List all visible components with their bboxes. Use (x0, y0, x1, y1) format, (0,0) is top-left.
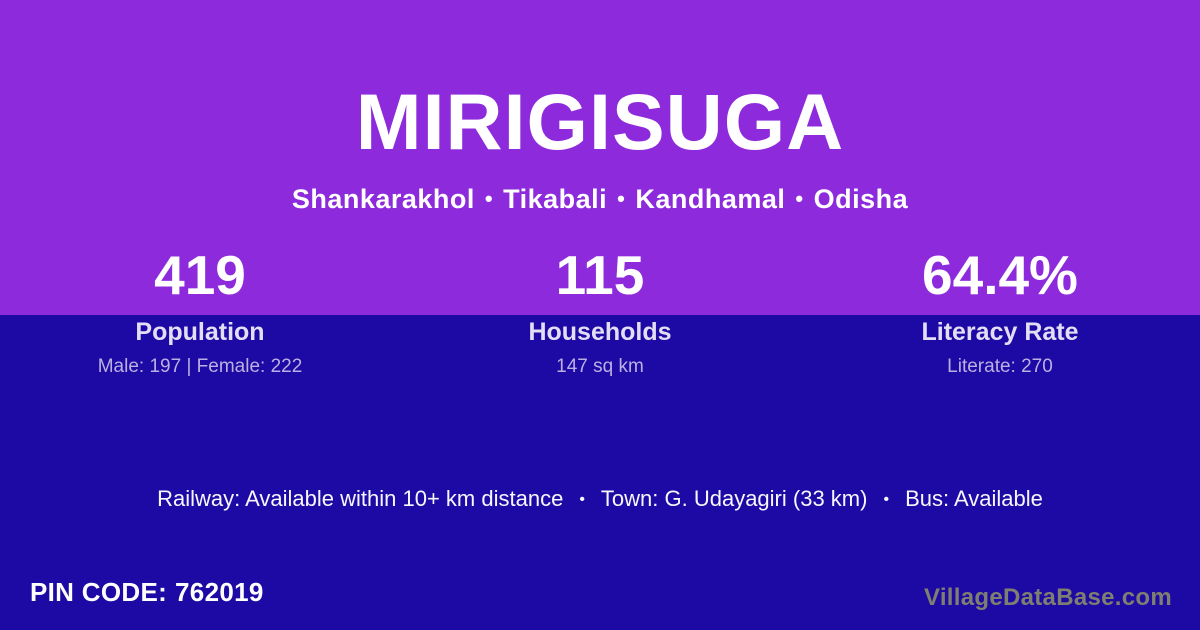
literacy-value: 64.4% (922, 244, 1078, 306)
stat-population: 419 Population Male: 197 | Female: 222 (0, 243, 400, 378)
stat-literacy: 64.4% Literacy Rate Literate: 270 (800, 243, 1200, 378)
households-label: Households (528, 318, 672, 346)
pin-code-value: 762019 (175, 577, 264, 607)
population-detail: Male: 197 | Female: 222 (97, 356, 303, 377)
bullet-separator: • (579, 491, 585, 508)
households-detail: 147 sq km (556, 356, 644, 377)
site-watermark: VillageDataBase.com (923, 584, 1172, 611)
bullet-separator: • (617, 186, 626, 211)
breadcrumb-district: Kandhamal (635, 184, 786, 214)
breadcrumb-gram-panchayat: Shankarakhol (291, 184, 475, 214)
households-value: 115 (555, 244, 645, 306)
transport-info-line: Railway: Available within 10+ km distanc… (0, 486, 1200, 512)
bullet-separator: • (883, 491, 890, 508)
breadcrumb-block: Tikabali (503, 184, 608, 214)
literacy-detail: Literate: 270 (947, 356, 1053, 377)
breadcrumb: Shankarakhol • Tikabali • Kandhamal • Odisha (0, 184, 1200, 215)
population-label: Population (135, 318, 265, 346)
hero-section (0, 0, 1200, 315)
bus-info: Bus: Available (905, 486, 1043, 511)
bullet-separator: • (484, 186, 494, 211)
railway-info: Railway: Available within 10+ km distanc… (157, 486, 564, 511)
town-info: Town: G. Udayagiri (33 km) (600, 486, 868, 511)
stats-row: 419 Population Male: 197 | Female: 222 1… (0, 243, 1200, 378)
pin-code: PIN CODE: 762019 (30, 577, 264, 608)
literacy-label: Literacy Rate (921, 318, 1079, 346)
bullet-separator: • (795, 186, 804, 211)
village-title: MIRIGISUGA (355, 77, 845, 166)
pin-code-label: PIN CODE: (30, 577, 168, 607)
population-value: 419 (154, 244, 246, 306)
stat-households: 115 Households 147 sq km (400, 243, 800, 378)
breadcrumb-state: Odisha (813, 184, 909, 214)
